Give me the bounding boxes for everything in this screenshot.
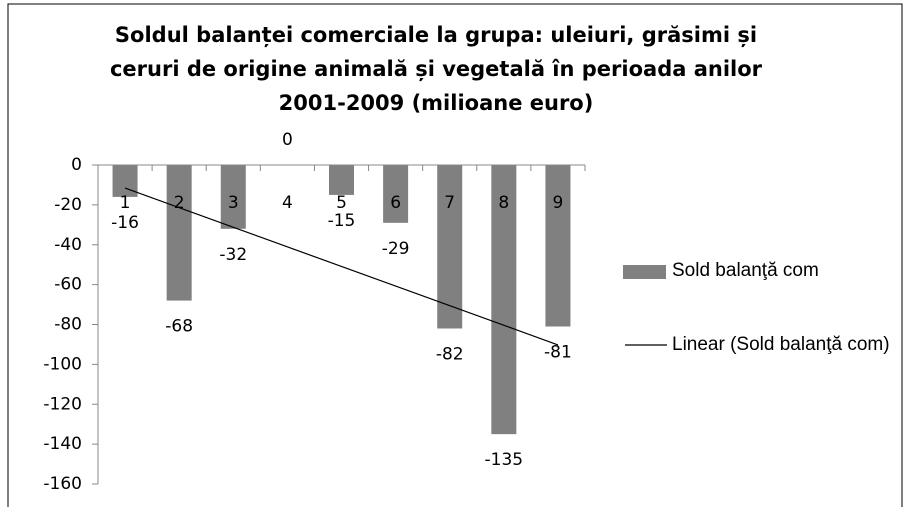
y-tick-label: -20 <box>54 195 82 215</box>
x-tick-label: 8 <box>498 193 509 213</box>
bar <box>220 165 246 229</box>
trendline <box>124 187 559 346</box>
legend-swatch <box>623 265 666 279</box>
data-label: -32 <box>219 245 247 265</box>
data-label: 0 <box>282 130 293 150</box>
chart-title: ceruri de origine animală și vegetală în… <box>110 57 763 81</box>
x-tick-label: 3 <box>228 193 239 213</box>
bar <box>383 165 409 223</box>
legend-label: Sold balanţă com <box>672 260 819 281</box>
bar <box>491 165 517 435</box>
y-tick-label: -140 <box>43 434 82 454</box>
y-tick-label: 0 <box>71 155 82 175</box>
data-label: -29 <box>382 239 410 259</box>
frame <box>7 3 903 507</box>
data-label: -82 <box>436 344 464 364</box>
bar <box>545 165 571 327</box>
y-tick-label: -100 <box>43 354 82 374</box>
data-label: -68 <box>165 317 193 337</box>
data-label: -16 <box>111 213 139 233</box>
legend-label: Linear (Sold balanţă com) <box>672 334 890 355</box>
y-tick-label: -160 <box>43 474 82 494</box>
bar <box>437 165 463 329</box>
y-tick-label: -120 <box>43 394 82 414</box>
data-label: -15 <box>328 211 356 231</box>
chart-title: Soldul balanței comerciale la grupa: ule… <box>115 23 757 48</box>
x-tick-label: 4 <box>282 193 293 213</box>
y-tick-label: -40 <box>54 235 82 255</box>
chart-title: 2001-2009 (milioane euro) <box>279 91 594 115</box>
x-tick-label: 5 <box>336 193 347 213</box>
x-tick-label: 2 <box>174 193 185 213</box>
bar <box>329 165 354 195</box>
y-tick-label: -80 <box>54 315 82 335</box>
x-tick-label: 7 <box>444 193 455 213</box>
y-tick-label: -60 <box>54 275 82 295</box>
x-tick-label: 1 <box>120 193 131 213</box>
x-tick-label: 9 <box>553 193 564 213</box>
x-tick-label: 6 <box>390 193 401 213</box>
bar <box>166 165 192 301</box>
data-label: -135 <box>485 450 524 470</box>
data-label: -81 <box>544 342 572 362</box>
